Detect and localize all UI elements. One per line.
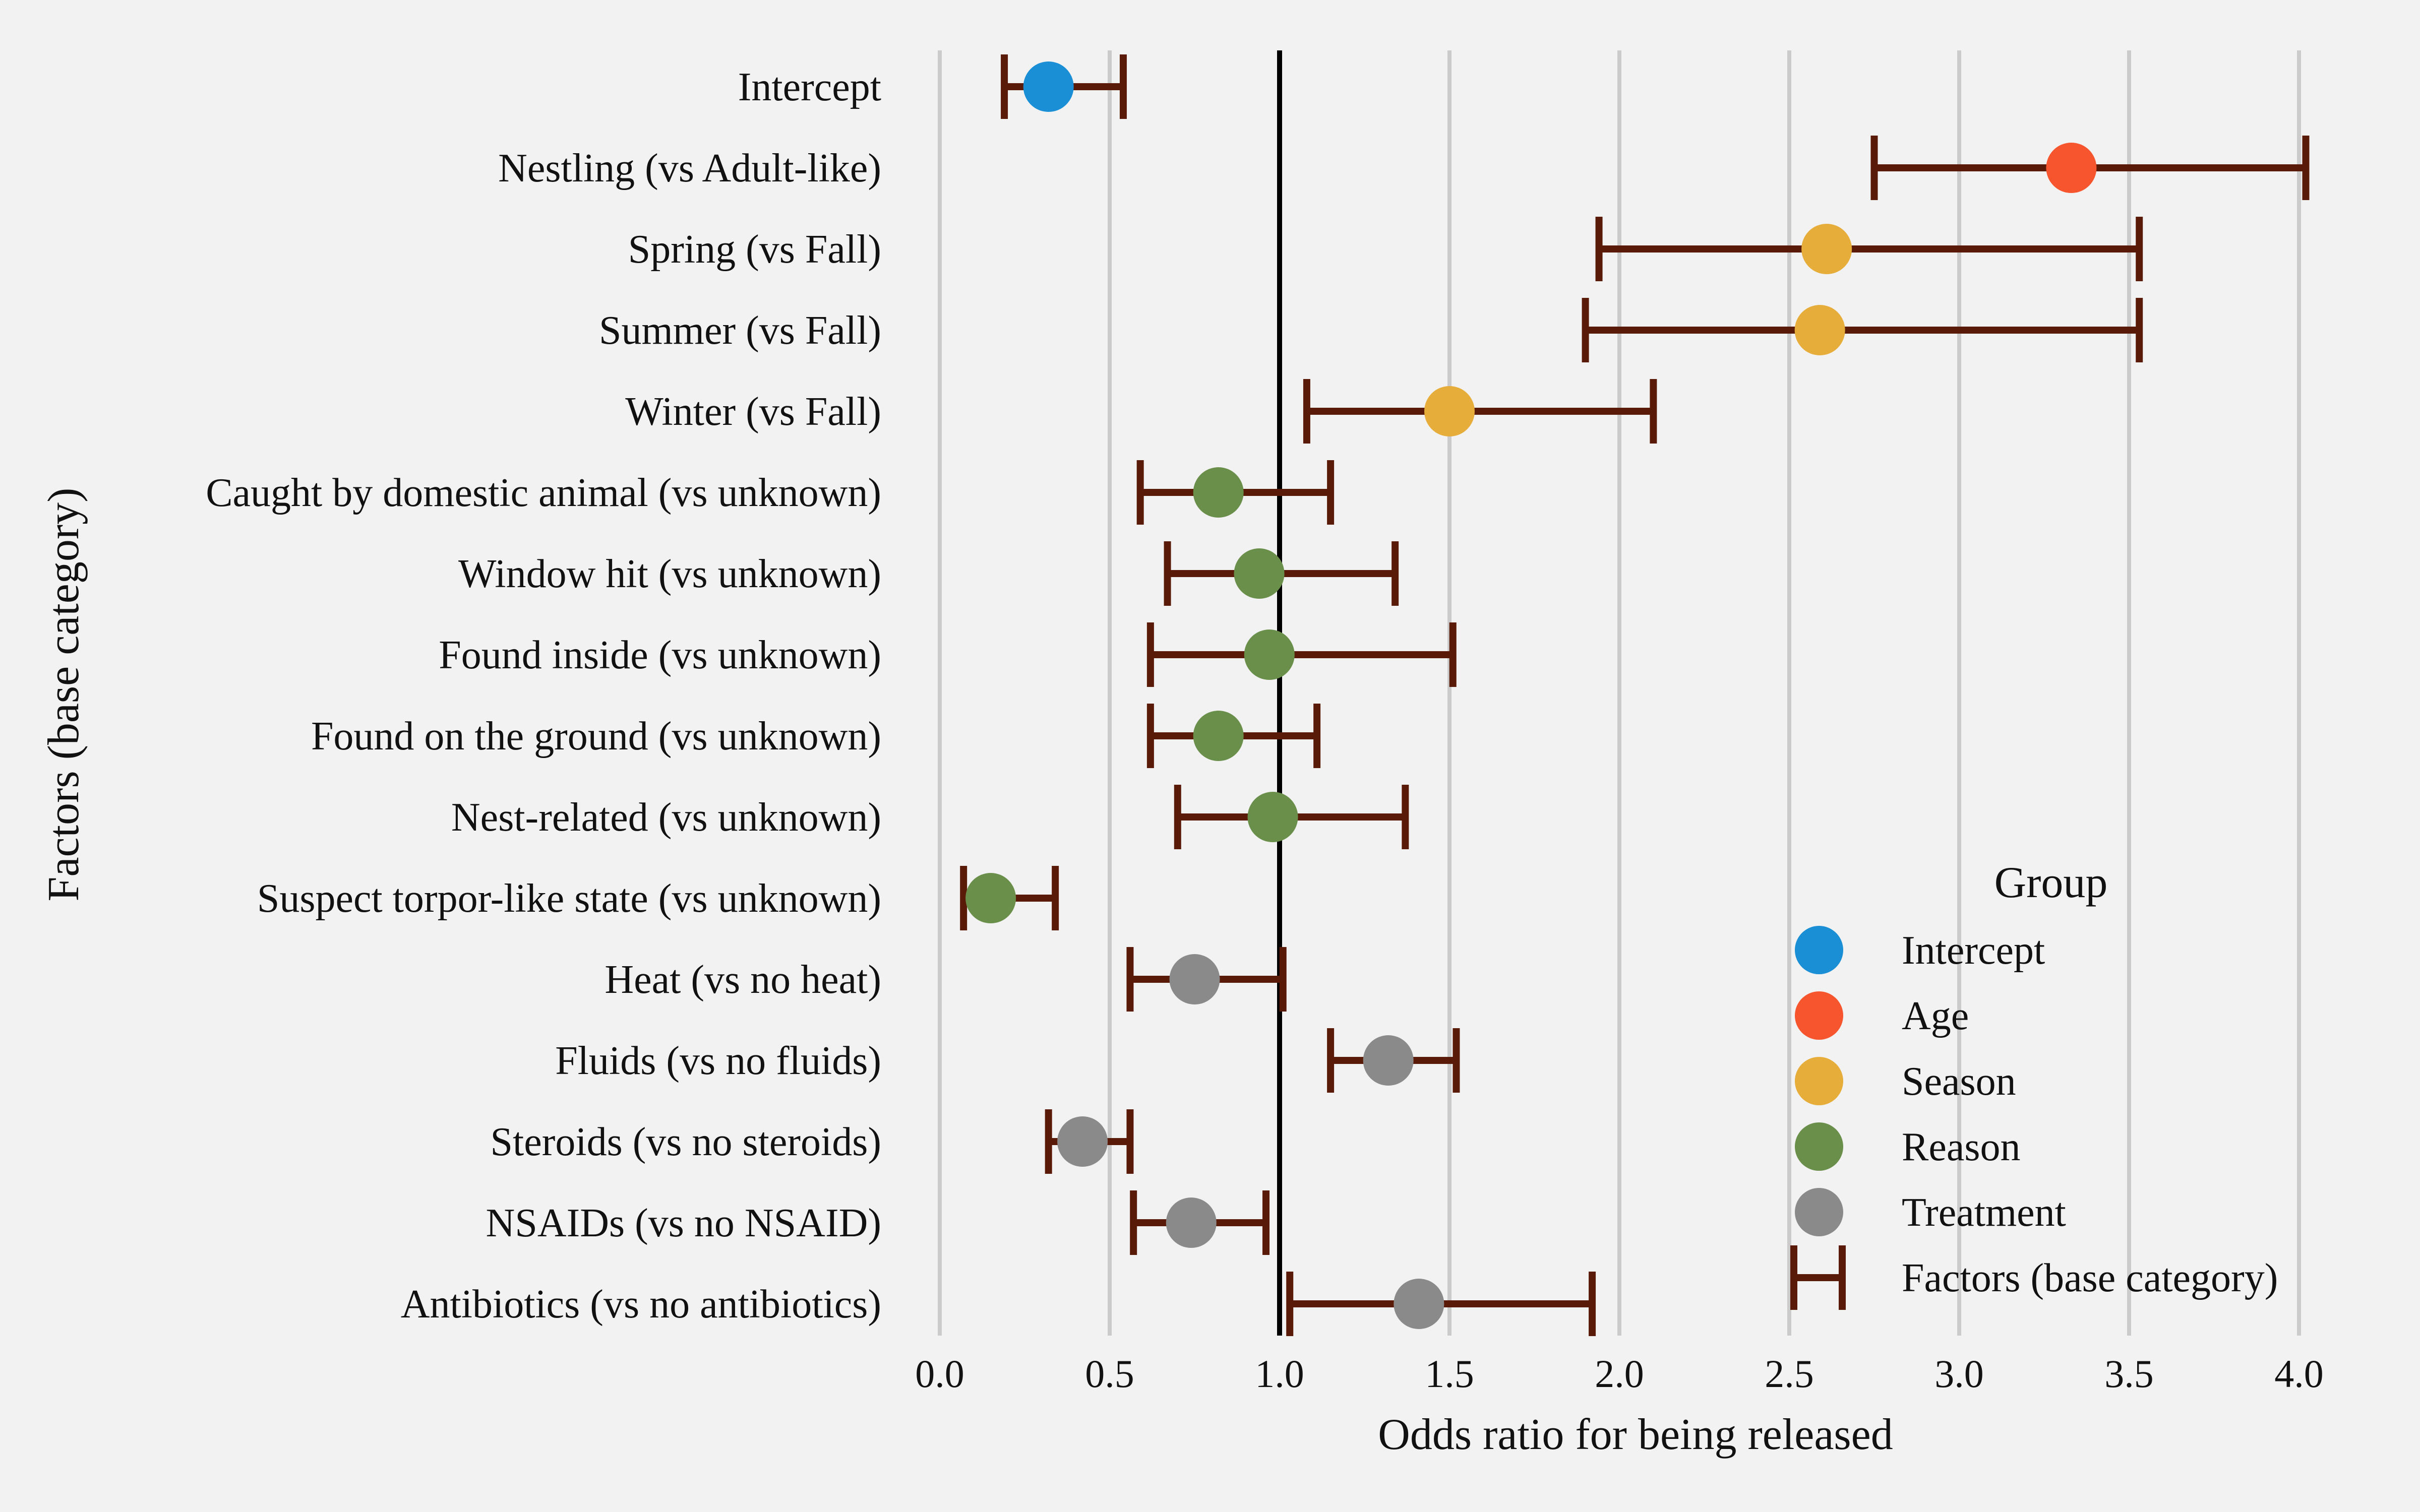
legend-marker (1795, 1122, 1843, 1171)
legend-entry: Season (1795, 1057, 2016, 1105)
x-tick-label: 2.0 (1595, 1352, 1644, 1396)
x-tick-label: 3.5 (2104, 1352, 2154, 1396)
point-estimate (1801, 224, 1852, 274)
x-tick-label: 0.0 (915, 1352, 964, 1396)
ci-bar (1303, 379, 1657, 444)
row-label: NSAIDs (vs no NSAID) (486, 1201, 881, 1245)
ci-bar (1595, 217, 2143, 281)
legend-marker (1795, 991, 1843, 1040)
x-tick-label: 4.0 (2274, 1352, 2324, 1396)
legend-entries: Intercept Age Season Reason Treatment Factors… (1790, 926, 2278, 1310)
point-estimate (1394, 1279, 1444, 1329)
row-label: Found on the ground (vs unknown) (311, 714, 881, 759)
point-estimate (1247, 792, 1298, 842)
y-axis-title: Factors (base category) (39, 488, 88, 902)
row-label: Steroids (vs no steroids) (490, 1120, 881, 1164)
point-estimate (1794, 305, 1845, 355)
point-estimate (1166, 1198, 1217, 1248)
x-tick-label: 1.5 (1425, 1352, 1474, 1396)
row-label: Intercept (738, 65, 881, 109)
legend-label: Treatment (1902, 1190, 2066, 1235)
legend: Group Intercept Age Season Reason Treatment F… (1790, 858, 2278, 1310)
point-estimate (1234, 548, 1285, 599)
row-label: Caught by domestic animal (vs unknown) (206, 471, 881, 515)
x-tick-label: 2.5 (1765, 1352, 1814, 1396)
point-estimates (965, 61, 2097, 1329)
row-label: Found inside (vs unknown) (439, 633, 881, 677)
row-label: Heat (vs no heat) (604, 958, 881, 1002)
legend-label: Factors (base category) (1902, 1256, 2278, 1300)
legend-marker (1795, 1188, 1843, 1236)
legend-label: Intercept (1902, 928, 2045, 973)
legend-entry: Intercept (1795, 926, 2045, 974)
row-label: Nest-related (vs unknown) (451, 795, 881, 840)
legend-marker (1795, 1057, 1843, 1105)
row-label: Antibiotics (vs no antibiotics) (401, 1282, 881, 1327)
legend-label: Age (1902, 994, 1969, 1038)
row-labels: Intercept Nestling (vs Adult-like) Spring … (206, 65, 881, 1327)
point-estimate (1023, 61, 1074, 112)
row-label: Window hit (vs unknown) (458, 552, 881, 596)
point-estimate (2046, 143, 2097, 193)
x-axis-title: Odds ratio for being released (1378, 1410, 1893, 1459)
row-label: Spring (vs Fall) (628, 227, 881, 272)
x-tick-label: 1.0 (1255, 1352, 1304, 1396)
legend-entry: Treatment (1795, 1188, 2066, 1236)
legend-label: Reason (1902, 1125, 2021, 1169)
point-estimate (1424, 386, 1475, 436)
legend-entry: Factors (base category) (1790, 1245, 2278, 1310)
legend-title: Group (1994, 858, 2108, 907)
row-label: Suspect torpor-like state (vs unknown) (257, 876, 881, 921)
legend-label: Season (1902, 1059, 2016, 1104)
x-tick-labels: 0.0 0.5 1.0 1.5 2.0 2.5 3.0 3.5 4.0 (915, 1352, 2324, 1396)
x-tick-label: 0.5 (1085, 1352, 1134, 1396)
point-estimate (1193, 467, 1244, 518)
point-estimate (1193, 711, 1244, 761)
legend-entry: Reason (1795, 1122, 2021, 1171)
legend-entry: Age (1795, 991, 1969, 1040)
ci-bar (1146, 622, 1457, 687)
point-estimate (1244, 629, 1295, 680)
ci-bar (1582, 298, 2143, 362)
point-estimate (965, 873, 1016, 923)
row-label: Fluids (vs no fluids) (555, 1039, 881, 1083)
point-estimate (1169, 954, 1220, 1004)
point-estimate (1363, 1035, 1414, 1086)
legend-marker (1795, 926, 1843, 974)
row-label: Winter (vs Fall) (625, 390, 881, 434)
x-tick-label: 3.0 (1934, 1352, 1984, 1396)
row-label: Summer (vs Fall) (599, 308, 881, 353)
point-estimate (1057, 1116, 1108, 1167)
row-label: Nestling (vs Adult-like) (498, 146, 881, 191)
